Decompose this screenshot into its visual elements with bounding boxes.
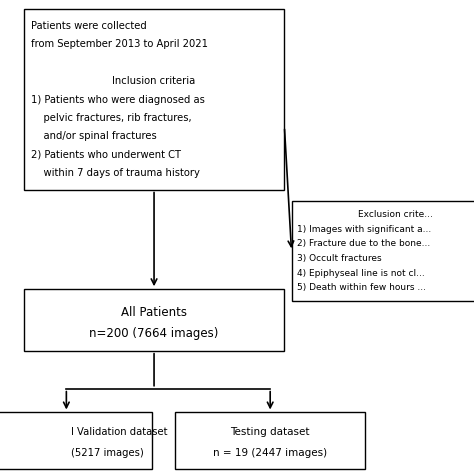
- FancyBboxPatch shape: [175, 412, 365, 469]
- Text: 2) Fracture due to the bone...: 2) Fracture due to the bone...: [297, 239, 430, 248]
- Text: Exclusion crite...: Exclusion crite...: [358, 210, 433, 219]
- Text: 1) Patients who were diagnosed as: 1) Patients who were diagnosed as: [31, 94, 205, 105]
- Text: 3) Occult fractures: 3) Occult fractures: [297, 254, 382, 263]
- Text: 1) Images with significant a...: 1) Images with significant a...: [297, 225, 431, 234]
- Text: within 7 days of trauma history: within 7 days of trauma history: [31, 168, 200, 178]
- Text: pelvic fractures, rib fractures,: pelvic fractures, rib fractures,: [31, 113, 191, 123]
- Text: 4) Epiphyseal line is not cl...: 4) Epiphyseal line is not cl...: [297, 269, 425, 278]
- FancyBboxPatch shape: [24, 9, 284, 190]
- Text: (5217 images): (5217 images): [71, 448, 143, 458]
- Text: All Patients: All Patients: [121, 306, 187, 319]
- FancyBboxPatch shape: [0, 412, 152, 469]
- FancyBboxPatch shape: [24, 289, 284, 351]
- Text: n=200 (7664 images): n=200 (7664 images): [90, 327, 219, 340]
- Text: l Validation dataset: l Validation dataset: [71, 427, 167, 438]
- FancyBboxPatch shape: [292, 201, 474, 301]
- Text: Patients were collected: Patients were collected: [31, 21, 146, 31]
- Text: from September 2013 to April 2021: from September 2013 to April 2021: [31, 39, 208, 49]
- Text: Testing dataset: Testing dataset: [230, 427, 310, 438]
- Text: 5) Death within few hours ...: 5) Death within few hours ...: [297, 283, 426, 292]
- Text: 2) Patients who underwent CT: 2) Patients who underwent CT: [31, 150, 181, 160]
- Text: n = 19 (2447 images): n = 19 (2447 images): [213, 448, 327, 458]
- Text: Inclusion criteria: Inclusion criteria: [112, 76, 196, 86]
- Text: and/or spinal fractures: and/or spinal fractures: [31, 131, 156, 141]
